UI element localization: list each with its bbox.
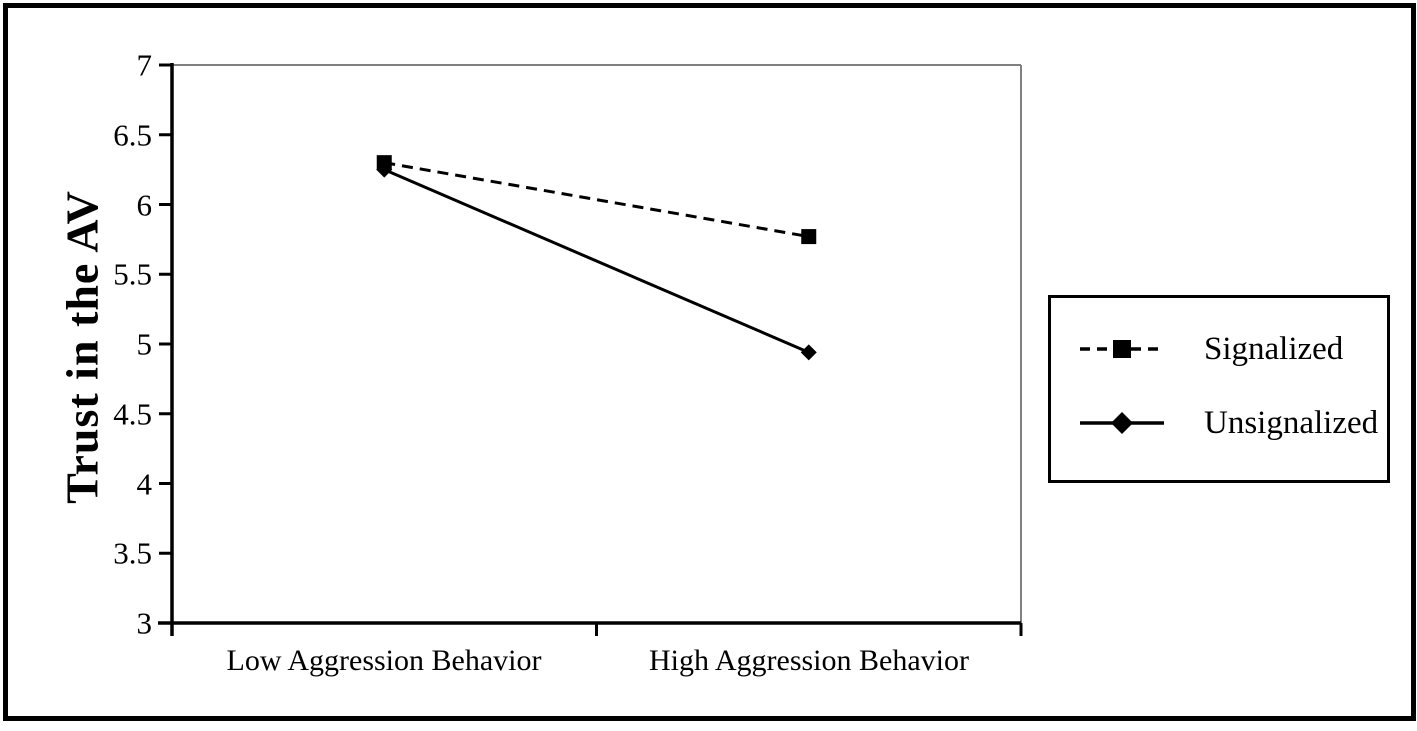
x-axis-label-low-aggression: Low Aggression Behavior [226, 644, 542, 677]
x-axis-label-high-aggression: High Aggression Behavior [649, 644, 969, 677]
legend-box: Signalized Unsignalized [1048, 295, 1390, 483]
dashed-line-square-marker-icon [1080, 340, 1164, 358]
figure-border [3, 3, 1416, 721]
y-tick-label: 5.5 [113, 256, 152, 292]
data-point-marker-diamond [800, 344, 817, 361]
legend-item-unsignalized: Unsignalized [1078, 405, 1378, 441]
y-tick-label: 3 [136, 605, 153, 641]
data-point-marker-square [801, 229, 817, 245]
y-tick-label: 4.5 [113, 396, 152, 432]
y-tick-label: 7 [136, 47, 153, 83]
series-line-signalized [383, 161, 810, 239]
solid-line-diamond-marker-icon [1080, 412, 1164, 434]
series-line-unsignalized [383, 168, 810, 354]
legend-item-signalized: Signalized [1078, 331, 1343, 367]
y-tick-label: 3.5 [113, 535, 152, 571]
y-tick-label: 5 [136, 326, 153, 362]
y-tick-label: 6.5 [113, 117, 152, 153]
legend-label-unsignalized: Unsignalized [1204, 404, 1379, 441]
y-tick-label: 6 [136, 187, 153, 222]
y-tick-label: 4 [136, 466, 153, 501]
legend-label-signalized: Signalized [1204, 330, 1344, 367]
data-point-marker-square [376, 155, 392, 171]
